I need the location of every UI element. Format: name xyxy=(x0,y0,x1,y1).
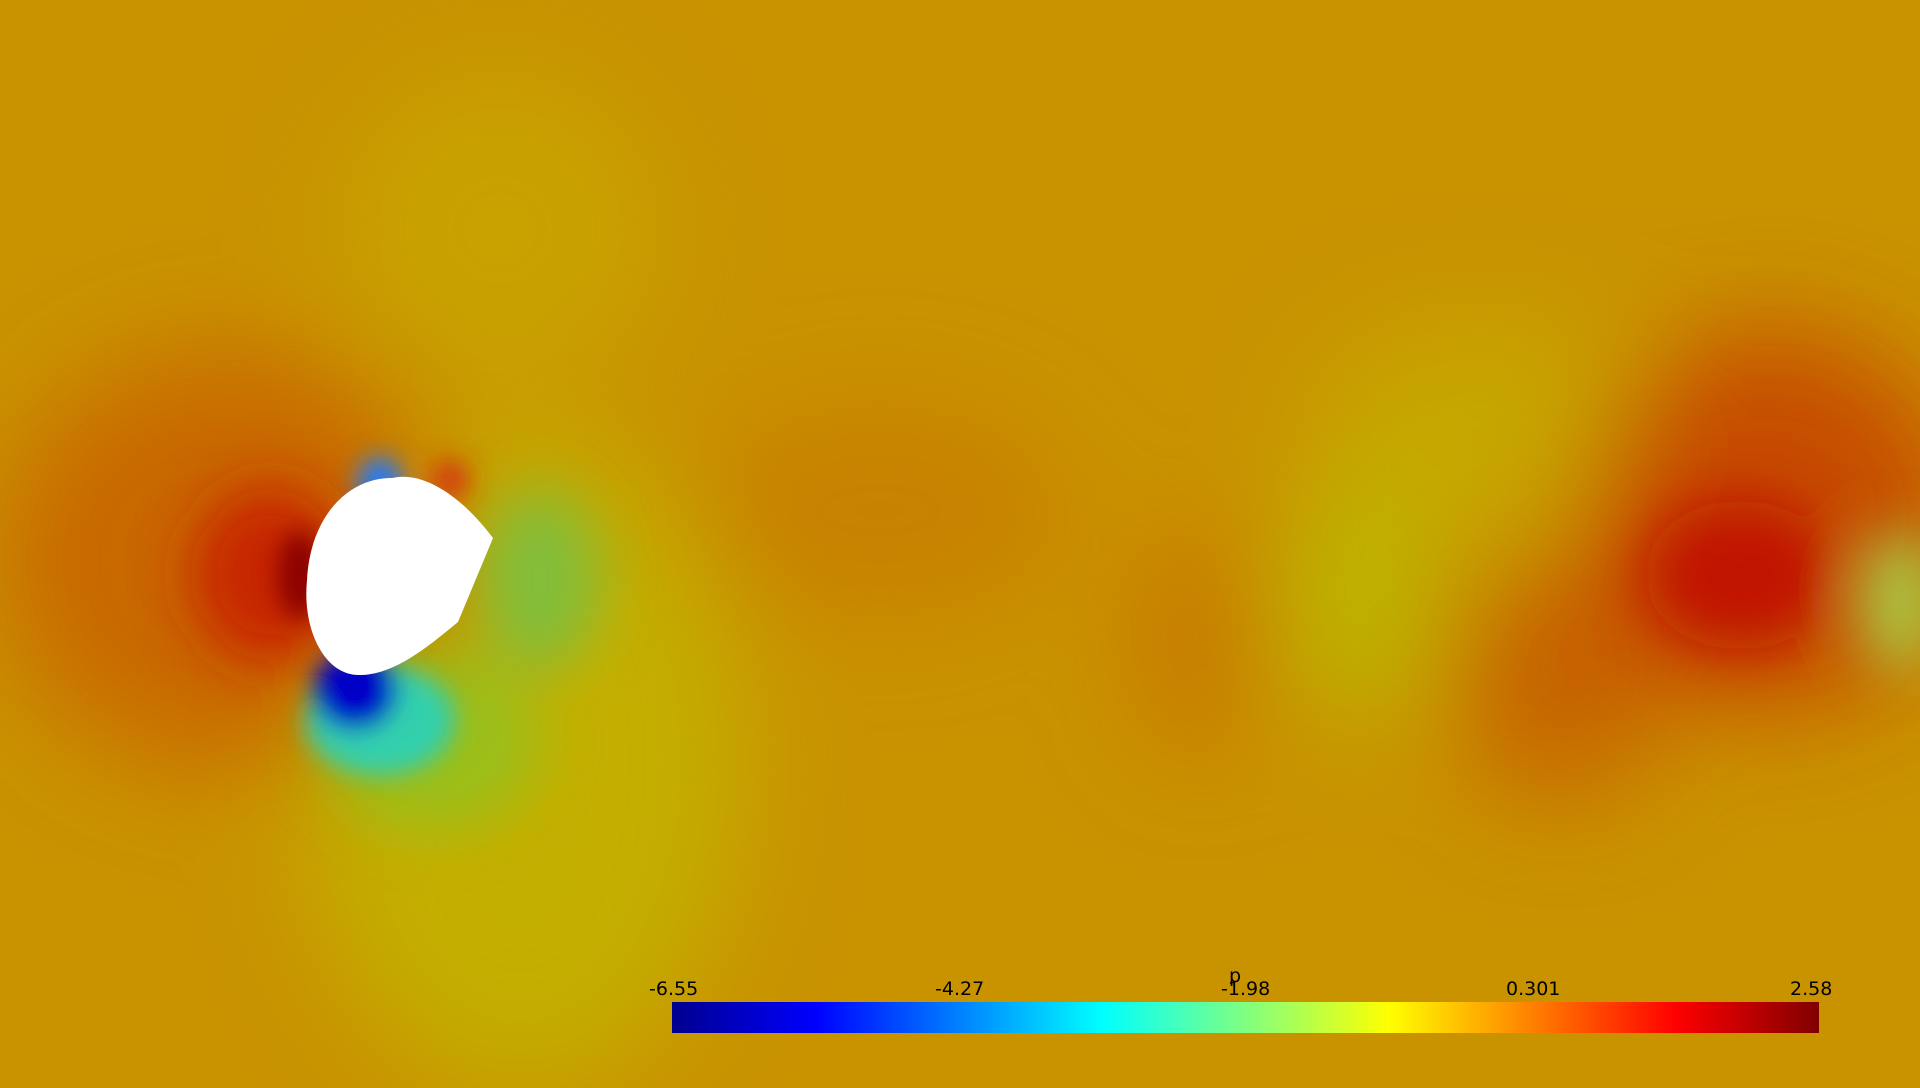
colorbar-tick-label: -1.98 xyxy=(1221,978,1271,1000)
obstacle-shape xyxy=(306,476,493,676)
colorbar-tick-label: 2.58 xyxy=(1790,978,1833,1000)
colorbar-gradient xyxy=(672,1002,1819,1033)
colorbar-tick-label: -4.27 xyxy=(935,978,985,1000)
field-near-obstacle xyxy=(278,457,470,775)
colorbar-tick-label: 0.301 xyxy=(1506,978,1561,1000)
colorbar-tick-label: -6.55 xyxy=(649,978,699,1000)
color-legend: p -6.55 -4.27 -1.98 0.301 2.58 xyxy=(645,965,1832,1036)
colorbar-title: p xyxy=(1228,965,1242,987)
